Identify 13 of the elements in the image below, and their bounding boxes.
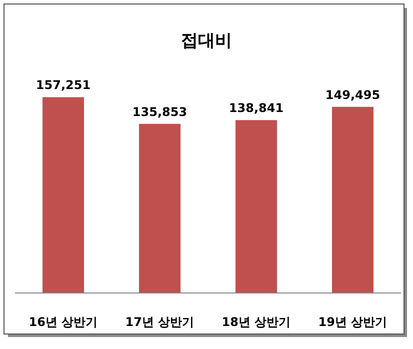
data-label: 135,853 [132,104,188,119]
x-tick-label: 17년 상반기 [125,315,194,329]
bar [42,97,84,293]
bar [236,120,277,293]
data-label: 138,841 [228,101,284,116]
data-label: 149,495 [325,88,380,102]
bar [332,106,374,293]
x-tick-label: 18년 상반기 [222,315,291,329]
x-tick-label: 16년 상반기 [28,315,98,329]
bar [139,124,180,293]
chart-title: 접대비 [181,31,232,51]
data-label: 157,251 [36,78,91,92]
x-tick-label: 19년 상반기 [318,315,388,329]
